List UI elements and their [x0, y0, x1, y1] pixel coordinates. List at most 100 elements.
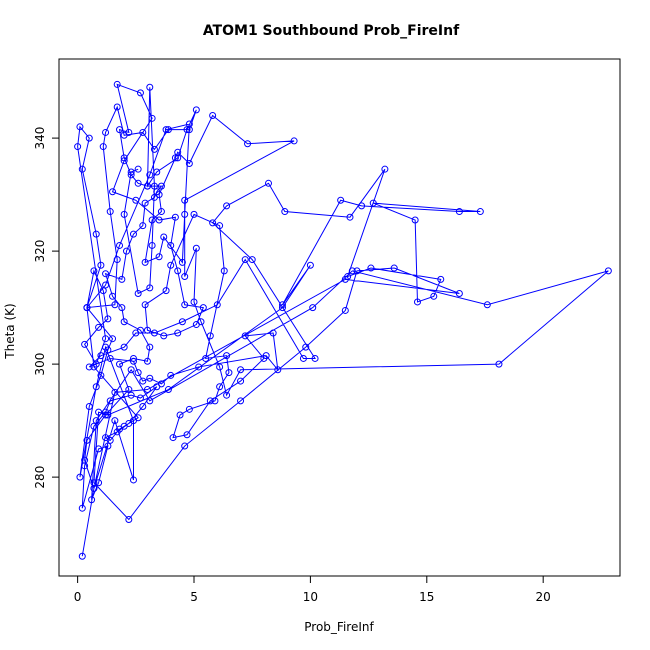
data-point: [127, 168, 135, 176]
data-point: [146, 397, 154, 405]
data-point: [341, 275, 349, 283]
x-tick-label: 15: [419, 590, 434, 604]
x-tick-label: 5: [190, 590, 198, 604]
data-point: [78, 165, 86, 173]
data-point: [85, 363, 93, 371]
data-point: [136, 394, 144, 402]
y-tick-label: 320: [33, 240, 47, 263]
series-line: [77, 83, 609, 557]
chart-title: ATOM1 Southbound Prob_FireInf: [203, 23, 460, 39]
data-point: [167, 241, 175, 249]
data-point: [92, 383, 100, 391]
data-point: [113, 256, 121, 264]
data-point: [141, 301, 149, 309]
data-point: [241, 256, 249, 264]
data-point: [106, 208, 114, 216]
data-point: [155, 216, 163, 224]
data-point: [120, 131, 128, 139]
data-point: [97, 261, 105, 269]
data-point: [118, 304, 126, 312]
x-axis: 0 5 10 15 20: [74, 575, 551, 604]
data-point: [269, 329, 277, 337]
data-point: [141, 199, 149, 207]
data-point: [341, 306, 349, 314]
y-tick-label: 300: [33, 353, 47, 376]
data-point: [390, 264, 398, 272]
data-point: [85, 134, 93, 142]
data-point: [104, 442, 112, 450]
data-point: [143, 386, 151, 394]
data-point: [167, 371, 175, 379]
data-point: [604, 267, 612, 275]
data-point: [150, 182, 158, 190]
data-point: [155, 253, 163, 261]
data-point: [306, 261, 314, 269]
data-point: [88, 496, 96, 504]
data-point: [92, 230, 100, 238]
data-point: [216, 363, 224, 371]
y-axis-label: Theta (K): [3, 303, 17, 359]
data-point: [174, 329, 182, 337]
data-point: [141, 258, 149, 266]
data-point: [495, 360, 503, 368]
data-point: [92, 417, 100, 425]
data-point: [76, 473, 84, 481]
data-point: [309, 304, 317, 312]
data-point: [181, 442, 189, 450]
data-point: [190, 298, 198, 306]
data-point: [143, 326, 151, 334]
data-point: [120, 210, 128, 218]
data-point: [483, 301, 491, 309]
data-point: [116, 241, 124, 249]
data-point: [81, 462, 89, 470]
data-point: [209, 219, 217, 227]
data-point: [102, 408, 110, 416]
data-point: [290, 137, 298, 145]
data-point: [241, 332, 249, 340]
data-point: [146, 83, 154, 91]
data-point: [120, 154, 128, 162]
data-point: [134, 369, 142, 377]
data-point: [109, 292, 117, 300]
data-point: [111, 417, 119, 425]
data-point: [106, 436, 114, 444]
data-point: [139, 128, 147, 136]
data-point: [116, 126, 124, 134]
data-point: [348, 267, 356, 275]
data-point: [102, 411, 110, 419]
x-axis-label: Prob_FireInf: [304, 620, 374, 634]
data-point: [209, 112, 217, 119]
data-point: [83, 436, 91, 444]
data-point: [148, 241, 156, 249]
x-tick-label: 10: [303, 590, 318, 604]
data-point: [95, 479, 103, 487]
data-point: [223, 352, 231, 360]
data-point: [223, 202, 231, 210]
data-point: [455, 208, 463, 216]
data-point: [162, 287, 170, 295]
data-point: [169, 434, 177, 442]
data-point: [262, 352, 270, 360]
data-point: [157, 208, 165, 216]
data-point: [90, 422, 98, 430]
data-point: [102, 335, 110, 343]
data-point: [185, 160, 193, 168]
data-point: [134, 165, 142, 173]
data-point: [146, 343, 154, 351]
data-point: [95, 323, 103, 331]
data-point: [220, 267, 228, 275]
y-axis: 280 300 320 340: [33, 127, 60, 489]
data-point: [78, 552, 86, 560]
data-point: [113, 80, 121, 88]
data-point: [127, 366, 135, 374]
data-point: [183, 126, 191, 134]
data-point: [109, 335, 117, 343]
data-point: [99, 143, 107, 151]
data-point: [132, 196, 140, 204]
data-point: [120, 422, 128, 430]
data-point: [178, 258, 186, 266]
data-point: [216, 222, 224, 230]
data-point: [476, 208, 484, 216]
data-point: [146, 171, 154, 179]
